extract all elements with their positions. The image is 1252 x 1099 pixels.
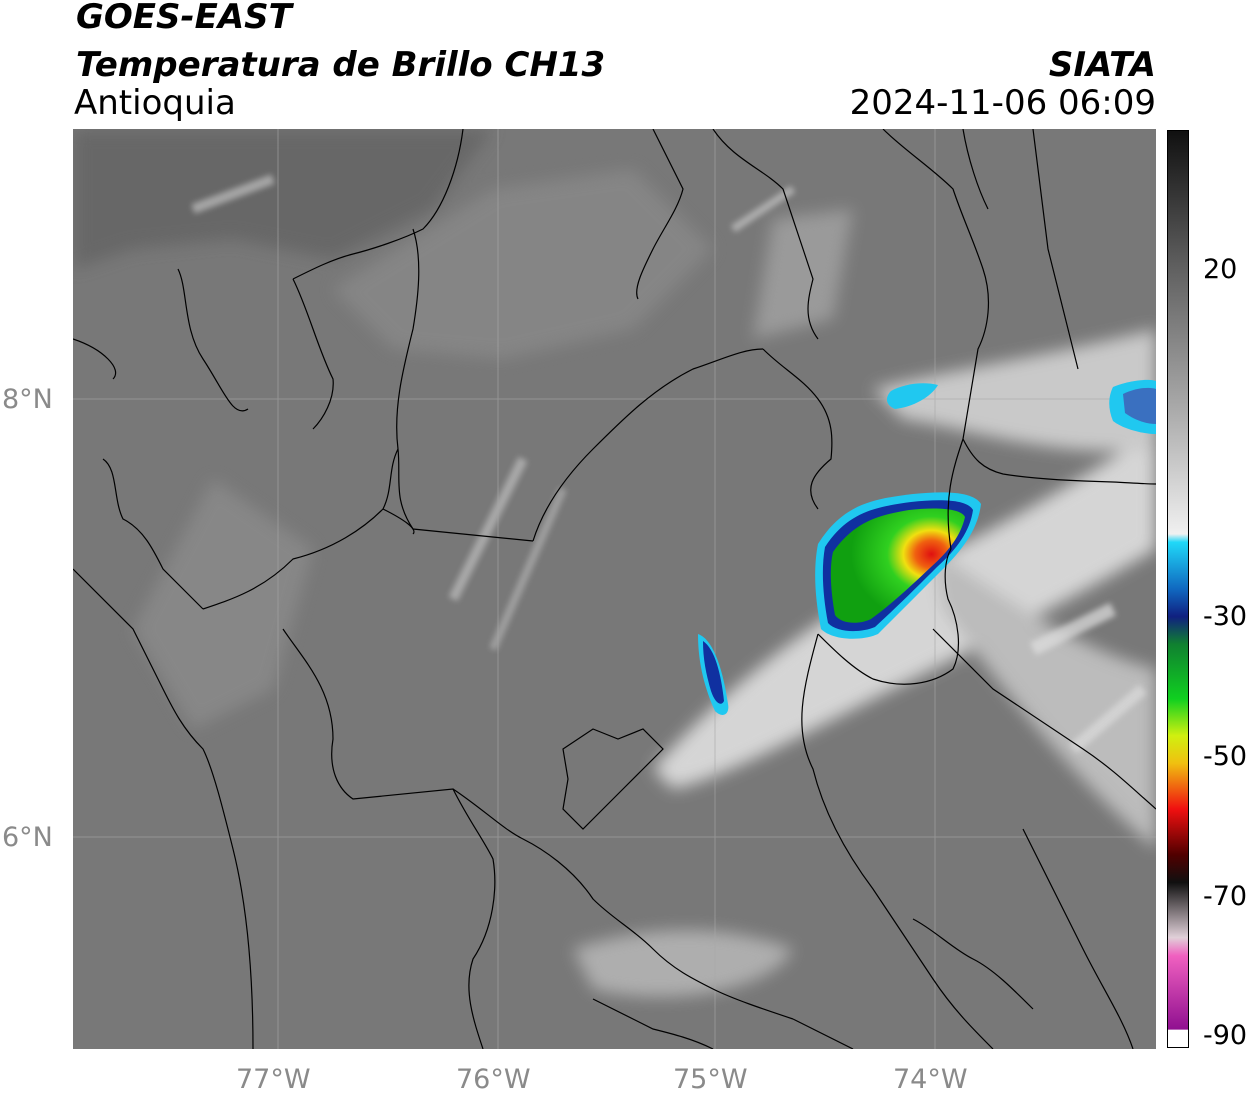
- lon-label-75w: 75°W: [673, 1064, 748, 1095]
- colorbar-tick-20: 20: [1203, 254, 1238, 285]
- admin-boundaries: [73, 129, 1156, 1049]
- colorbar-ramp: [1167, 130, 1189, 1048]
- organization-label: SIATA: [1048, 45, 1156, 85]
- lat-label-6n: 6°N: [2, 822, 53, 853]
- cloud-filaments: [191, 174, 1147, 754]
- satellite-title: GOES-EAST: [76, 0, 292, 37]
- colorbar-tick-minus90: -90: [1203, 1020, 1248, 1051]
- graticule: [73, 129, 1156, 1049]
- colorbar-tick-minus50: -50: [1203, 741, 1248, 772]
- colorbar-tick-minus30: -30: [1203, 601, 1248, 632]
- lat-label-8n: 8°N: [2, 384, 53, 415]
- cloud-layer: [73, 129, 1156, 997]
- convective-cells: [698, 379, 1156, 715]
- colorbar-tick-minus70: -70: [1203, 881, 1248, 912]
- lon-label-77w: 77°W: [236, 1064, 311, 1095]
- product-title: Temperatura de Brillo CH13: [76, 45, 606, 85]
- temperature-colorbar: [1167, 130, 1189, 1048]
- timestamp-label: 2024-11-06 06:09: [849, 83, 1156, 123]
- lon-label-76w: 76°W: [456, 1064, 531, 1095]
- region-label: Antioquia: [74, 83, 236, 123]
- satellite-map: [73, 129, 1156, 1049]
- lon-label-74w: 74°W: [893, 1064, 968, 1095]
